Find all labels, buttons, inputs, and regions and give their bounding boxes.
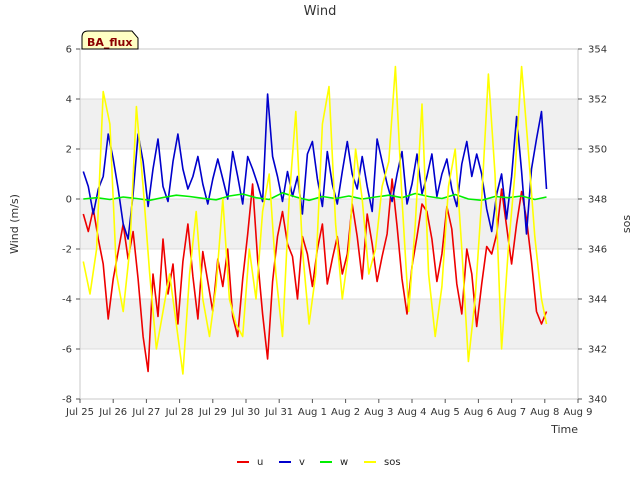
x-tick-label: Aug 3: [364, 407, 393, 418]
legend-label-w: w: [340, 457, 348, 468]
x-tick-label: Aug 2: [331, 407, 360, 418]
x-tick-label: Aug 5: [431, 407, 460, 418]
x-tick-label: Aug 1: [298, 407, 327, 418]
x-tick-label: Aug 8: [530, 407, 559, 418]
y-tick-label: -2: [62, 245, 72, 256]
y2-axis-title: sos: [620, 215, 633, 233]
series-line-sos: [82, 65, 548, 375]
badge-box: [81, 30, 139, 50]
y2-tick-label: 342: [588, 345, 607, 356]
grid-band: [80, 99, 578, 149]
x-tick-label: Jul 25: [65, 407, 94, 418]
x-tick-label: Jul 27: [131, 407, 160, 418]
series-line-u: [82, 178, 548, 373]
x-tick-label: Aug 9: [563, 407, 592, 418]
legend: u v w sos: [237, 457, 401, 468]
y-axis-title: Wind (m/s): [8, 194, 21, 254]
x-tick-label: Aug 4: [397, 407, 426, 418]
x-tick-label: Jul 29: [198, 407, 227, 418]
badge: BA_flux: [81, 30, 139, 50]
y2-tick-label: 352: [588, 95, 607, 106]
left-axis: -8 -6 -4 -2 0 2 4 6: [62, 45, 80, 406]
x-axis-title: Time: [550, 423, 578, 436]
bottom-axis: Jul 25 Jul 26 Jul 27 Jul 28 Jul 29 Jul 30 Jul …: [65, 399, 593, 418]
y2-tick-label: 340: [588, 395, 607, 406]
series-line-w: [83, 192, 547, 202]
y2-tick-label: 348: [588, 195, 607, 206]
series-layer: [82, 65, 548, 375]
x-tick-label: Aug 6: [464, 407, 493, 418]
legend-label-sos: sos: [384, 457, 401, 468]
chart-title: Wind: [304, 4, 337, 19]
y2-tick-label: 354: [588, 45, 607, 56]
y2-tick-label: 344: [588, 295, 607, 306]
y-tick-label: -6: [62, 345, 72, 356]
y2-tick-label: 350: [588, 145, 607, 156]
x-tick-label: Jul 30: [231, 407, 260, 418]
x-tick-label: Jul 31: [264, 407, 293, 418]
legend-label-v: v: [299, 457, 305, 468]
plot-frame: [79, 48, 579, 400]
plot-background-bands: [80, 99, 578, 349]
y-tick-label: -8: [62, 395, 72, 406]
right-axis: 340 342 344 346 348 350 352 354: [578, 45, 607, 406]
y-tick-label: -4: [62, 295, 72, 306]
x-tick-label: Jul 26: [98, 407, 127, 418]
x-tick-label: Jul 28: [165, 407, 194, 418]
y-tick-label: 0: [66, 195, 72, 206]
series-line-v: [82, 93, 548, 240]
y-tick-label: 6: [66, 45, 72, 56]
badge-label: BA_flux: [87, 36, 132, 49]
x-tick-label: Aug 7: [497, 407, 526, 418]
y-tick-label: 2: [66, 145, 72, 156]
y2-tick-label: 346: [588, 245, 607, 256]
legend-label-u: u: [257, 457, 263, 468]
y-tick-label: 4: [66, 95, 72, 106]
